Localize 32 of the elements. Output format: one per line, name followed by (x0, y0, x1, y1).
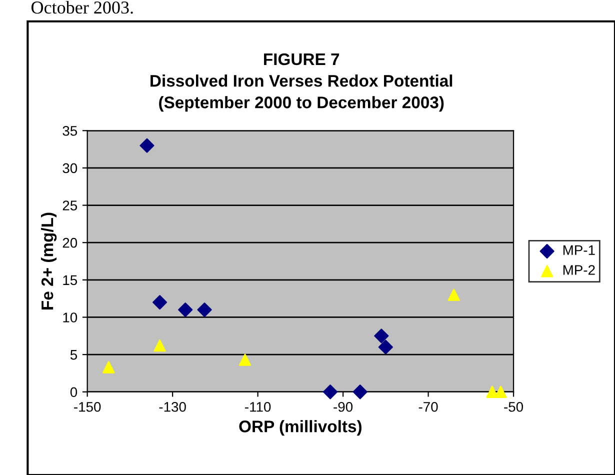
point (178, 302, 193, 318)
point (448, 288, 460, 301)
y-tick-label: 10 (63, 312, 78, 322)
point (154, 340, 166, 352)
point (238, 354, 252, 366)
x-tick-label: -110 (245, 402, 271, 412)
point (352, 384, 368, 400)
y-axis-title: Fe 2+ (mg/L) (40, 212, 57, 310)
x-tick-label: -50 (504, 402, 524, 412)
point (102, 361, 115, 374)
x-tick-label: -90 (334, 402, 353, 412)
y-tick-label: 30 (62, 163, 78, 174)
point (140, 138, 154, 153)
x-axis-title: ORP (millivolts) (239, 420, 362, 436)
x-tick-label: -70 (418, 402, 438, 412)
point (378, 340, 393, 354)
point (374, 328, 389, 344)
y-tick-label: 5 (70, 350, 78, 360)
x-tick-label: -150 (74, 402, 101, 412)
point (197, 302, 212, 318)
y-tick-label: 35 (62, 126, 78, 136)
y-tick-label: 15 (63, 275, 78, 286)
y-tick-label: 20 (62, 238, 78, 248)
text: October 2003. (31, 0, 133, 14)
y-tick-label: 25 (62, 200, 78, 210)
chart-title: FIGURE 7 Dissolved Iron Verses Redox Potential (September 2000 to December 2003) (150, 53, 452, 112)
legend-label: MP-1 (563, 245, 595, 255)
y-tick-label: 0 (70, 387, 78, 398)
legend-label: MP-2 (563, 265, 595, 275)
point (152, 295, 168, 310)
point (322, 384, 338, 400)
x-tick-label: -130 (159, 402, 186, 412)
